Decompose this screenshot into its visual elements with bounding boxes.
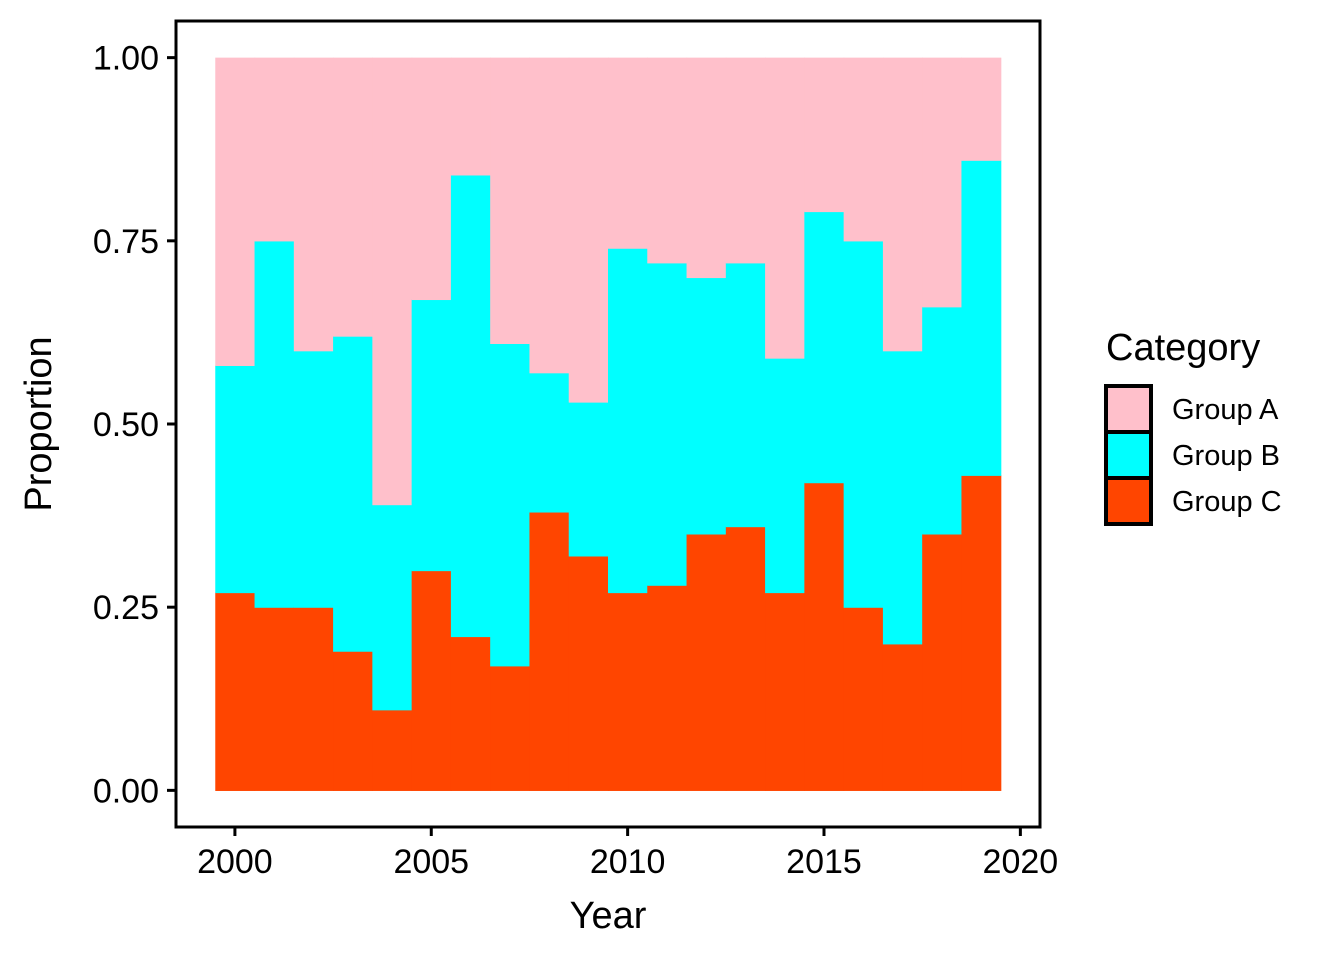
bar-group-a-2005	[411, 57, 452, 301]
bar-group-c-2012	[686, 533, 727, 791]
bar-group-a-2015	[804, 57, 845, 213]
bar-group-b-2009	[568, 402, 609, 557]
bar-group-b-2008	[529, 372, 570, 513]
bar-group-a-2002	[293, 57, 334, 352]
x-tick-label-2020: 2020	[983, 843, 1059, 881]
bar-group-b-2003	[333, 336, 373, 652]
bar-group-b-2004	[372, 504, 413, 711]
bar-group-c-2011	[647, 585, 688, 791]
bar-group-a-2000	[215, 57, 256, 366]
bar-group-b-2018	[922, 306, 963, 535]
bar-group-a-2003	[333, 57, 373, 337]
y-tick-label-3: 0.75	[93, 223, 159, 261]
bar-group-a-2017	[882, 57, 923, 352]
x-tick-label-2010: 2010	[590, 843, 666, 881]
legend-label-group-a: Group A	[1172, 394, 1279, 426]
bar-group-a-2019	[961, 57, 1002, 161]
bar-group-b-2017	[882, 350, 923, 645]
bar-group-b-2006	[450, 174, 491, 638]
bar-group-b-2001	[254, 240, 295, 608]
legend-items: Group A Group B Group C	[1104, 384, 1282, 526]
bar-group-b-2016	[843, 240, 884, 608]
bar-group-c-2002	[293, 607, 334, 791]
y-tick-label-4: 1.00	[93, 40, 159, 78]
x-axis: 2000 2005 2010 2015 2020	[197, 827, 1058, 881]
bar-group-c-2019	[961, 475, 1002, 791]
x-axis-title: Year	[570, 895, 647, 937]
bar-group-b-2011	[647, 262, 688, 586]
bar-group-b-2005	[411, 299, 452, 572]
bar-group-a-2004	[372, 57, 413, 506]
y-axis: 0.00 0.25 0.50 0.75 1.00	[93, 40, 176, 810]
bar-group-b-2010	[608, 248, 648, 594]
legend-key-group-b	[1104, 430, 1153, 480]
bar-group-a-2016	[843, 57, 884, 242]
bar-group-c-2014	[765, 592, 805, 791]
bar-group-b-2019	[961, 160, 1002, 476]
bar-group-a-2011	[647, 57, 688, 264]
bar-group-c-2007	[490, 665, 531, 791]
legend-key-group-a	[1104, 384, 1153, 434]
bar-group-b-2015	[804, 211, 845, 484]
bar-group-c-2005	[411, 570, 452, 791]
bar-group-c-2001	[254, 607, 295, 791]
bar-group-c-2003	[333, 651, 373, 791]
bar-group-c-2006	[450, 636, 491, 791]
legend-title: Category	[1106, 327, 1260, 369]
bar-group-c-2017	[882, 643, 923, 791]
bar-group-c-2010	[608, 592, 648, 791]
y-axis-title: Proportion	[18, 336, 60, 511]
bar-group-c-2015	[804, 482, 845, 791]
x-tick-label-2000: 2000	[197, 843, 273, 881]
bar-group-c-2016	[843, 607, 884, 791]
plot-area	[215, 57, 1002, 791]
bar-group-a-2010	[608, 57, 648, 249]
bar-group-c-2000	[215, 592, 256, 791]
bar-group-c-2009	[568, 555, 609, 791]
bar-group-b-2000	[215, 365, 256, 594]
bar-group-b-2002	[293, 350, 334, 608]
bar-group-a-2018	[922, 57, 963, 308]
x-tick-label-2015: 2015	[786, 843, 862, 881]
legend-label-group-c: Group C	[1172, 486, 1282, 518]
bar-group-b-2014	[765, 358, 805, 594]
bar-group-a-2008	[529, 57, 570, 374]
x-tick-label-2005: 2005	[393, 843, 469, 881]
legend-key-group-c	[1104, 476, 1153, 526]
y-tick-label-1: 0.25	[93, 589, 159, 627]
bar-group-c-2013	[725, 526, 766, 791]
bar-group-b-2013	[725, 262, 766, 528]
bar-group-a-2012	[686, 57, 727, 279]
y-tick-label-2: 0.50	[93, 406, 159, 444]
bar-group-a-2014	[765, 57, 805, 359]
bar-group-a-2013	[725, 57, 766, 264]
bar-group-c-2004	[372, 709, 413, 791]
bar-group-c-2008	[529, 511, 570, 791]
bar-group-a-2007	[490, 57, 531, 344]
bar-group-b-2007	[490, 343, 531, 667]
bar-group-b-2012	[686, 277, 727, 535]
legend: Category Group A Group B Group C	[1104, 327, 1282, 526]
y-tick-label-0: 0.00	[93, 772, 159, 810]
bar-group-a-2006	[450, 57, 491, 176]
legend-label-group-b: Group B	[1172, 440, 1280, 472]
bar-group-a-2001	[254, 57, 295, 242]
bar-group-a-2009	[568, 57, 609, 403]
bar-group-c-2018	[922, 533, 963, 791]
